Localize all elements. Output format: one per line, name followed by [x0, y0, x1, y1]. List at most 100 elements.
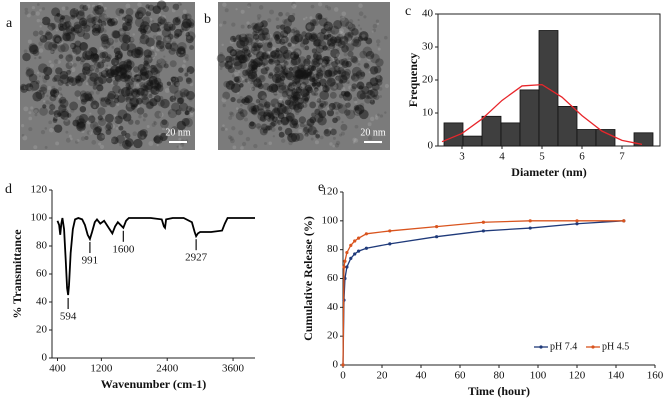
particle: [121, 64, 126, 70]
particle: [159, 17, 167, 26]
particle: [236, 98, 242, 104]
point: [343, 259, 347, 263]
particle: [137, 130, 147, 140]
noise: [352, 137, 357, 142]
noise: [258, 40, 263, 46]
particle: [338, 69, 347, 78]
particle: [250, 106, 256, 112]
noise: [228, 115, 233, 120]
particle: [280, 70, 288, 77]
noise: [335, 76, 340, 81]
particle: [249, 121, 255, 127]
panel-label: c: [405, 4, 411, 19]
noise: [161, 26, 164, 29]
noise: [339, 30, 343, 34]
noise: [129, 91, 134, 95]
noise: [240, 146, 244, 150]
particle: [175, 109, 182, 116]
bar: [633, 132, 654, 147]
particle: [298, 86, 303, 91]
particle: [255, 99, 261, 104]
particle: [277, 84, 287, 94]
particle: [324, 59, 329, 65]
particle: [120, 87, 131, 97]
particle: [319, 78, 327, 87]
particle: [323, 128, 332, 137]
noise: [168, 50, 171, 53]
particle: [106, 18, 115, 27]
particle: [53, 74, 61, 82]
noise: [98, 142, 102, 146]
particle: [270, 84, 279, 92]
particle: [101, 39, 111, 49]
particle: [185, 35, 194, 44]
particle: [152, 5, 162, 14]
particle: [178, 67, 184, 73]
noise: [95, 90, 100, 95]
particle: [295, 29, 300, 34]
noise: [348, 85, 353, 90]
noise: [48, 127, 54, 133]
particle: [244, 78, 249, 83]
particle: [252, 104, 260, 113]
particle: [233, 76, 240, 83]
particle: [160, 98, 170, 109]
particle: [365, 50, 375, 60]
noise: [158, 133, 162, 137]
particle: [153, 135, 161, 144]
particle: [276, 103, 287, 114]
legend-marker: [539, 345, 543, 349]
noise: [285, 12, 290, 17]
noise: [50, 49, 54, 54]
noise: [353, 96, 358, 102]
noise: [126, 31, 131, 36]
noise: [132, 76, 137, 82]
noise: [117, 124, 121, 128]
noise: [77, 96, 82, 101]
point: [528, 226, 532, 230]
noise: [95, 21, 100, 26]
particle: [333, 56, 339, 61]
y-tick-label: 80: [327, 243, 339, 255]
noise: [293, 3, 297, 7]
particle: [351, 28, 359, 36]
particle: [139, 81, 145, 88]
noise: [68, 134, 72, 138]
particle: [97, 61, 105, 69]
particle: [82, 71, 87, 76]
noise: [222, 103, 226, 108]
particle: [155, 69, 160, 75]
noise: [378, 86, 383, 91]
particle: [292, 90, 302, 101]
particle: [174, 28, 183, 37]
particle: [105, 122, 114, 130]
particle: [134, 11, 143, 20]
noise: [142, 118, 146, 122]
particle: [97, 107, 106, 116]
bar: [481, 115, 502, 147]
noise: [45, 100, 50, 105]
particle: [285, 70, 295, 81]
noise: [241, 61, 244, 64]
particle: [301, 72, 308, 79]
particle: [156, 58, 162, 65]
particle: [318, 17, 328, 27]
noise: [119, 8, 125, 13]
particle: [224, 60, 234, 70]
particle: [121, 130, 127, 136]
particle: [146, 101, 154, 109]
noise: [302, 98, 307, 102]
noise: [253, 143, 258, 149]
particle: [283, 26, 292, 34]
particle: [63, 118, 71, 126]
noise: [104, 14, 108, 19]
noise: [361, 34, 366, 39]
particle: [252, 46, 258, 52]
particle: [106, 54, 112, 60]
noise: [152, 137, 157, 142]
noise: [357, 62, 361, 66]
noise: [86, 130, 92, 135]
noise: [379, 114, 384, 118]
noise: [181, 50, 184, 54]
noise: [89, 112, 92, 115]
